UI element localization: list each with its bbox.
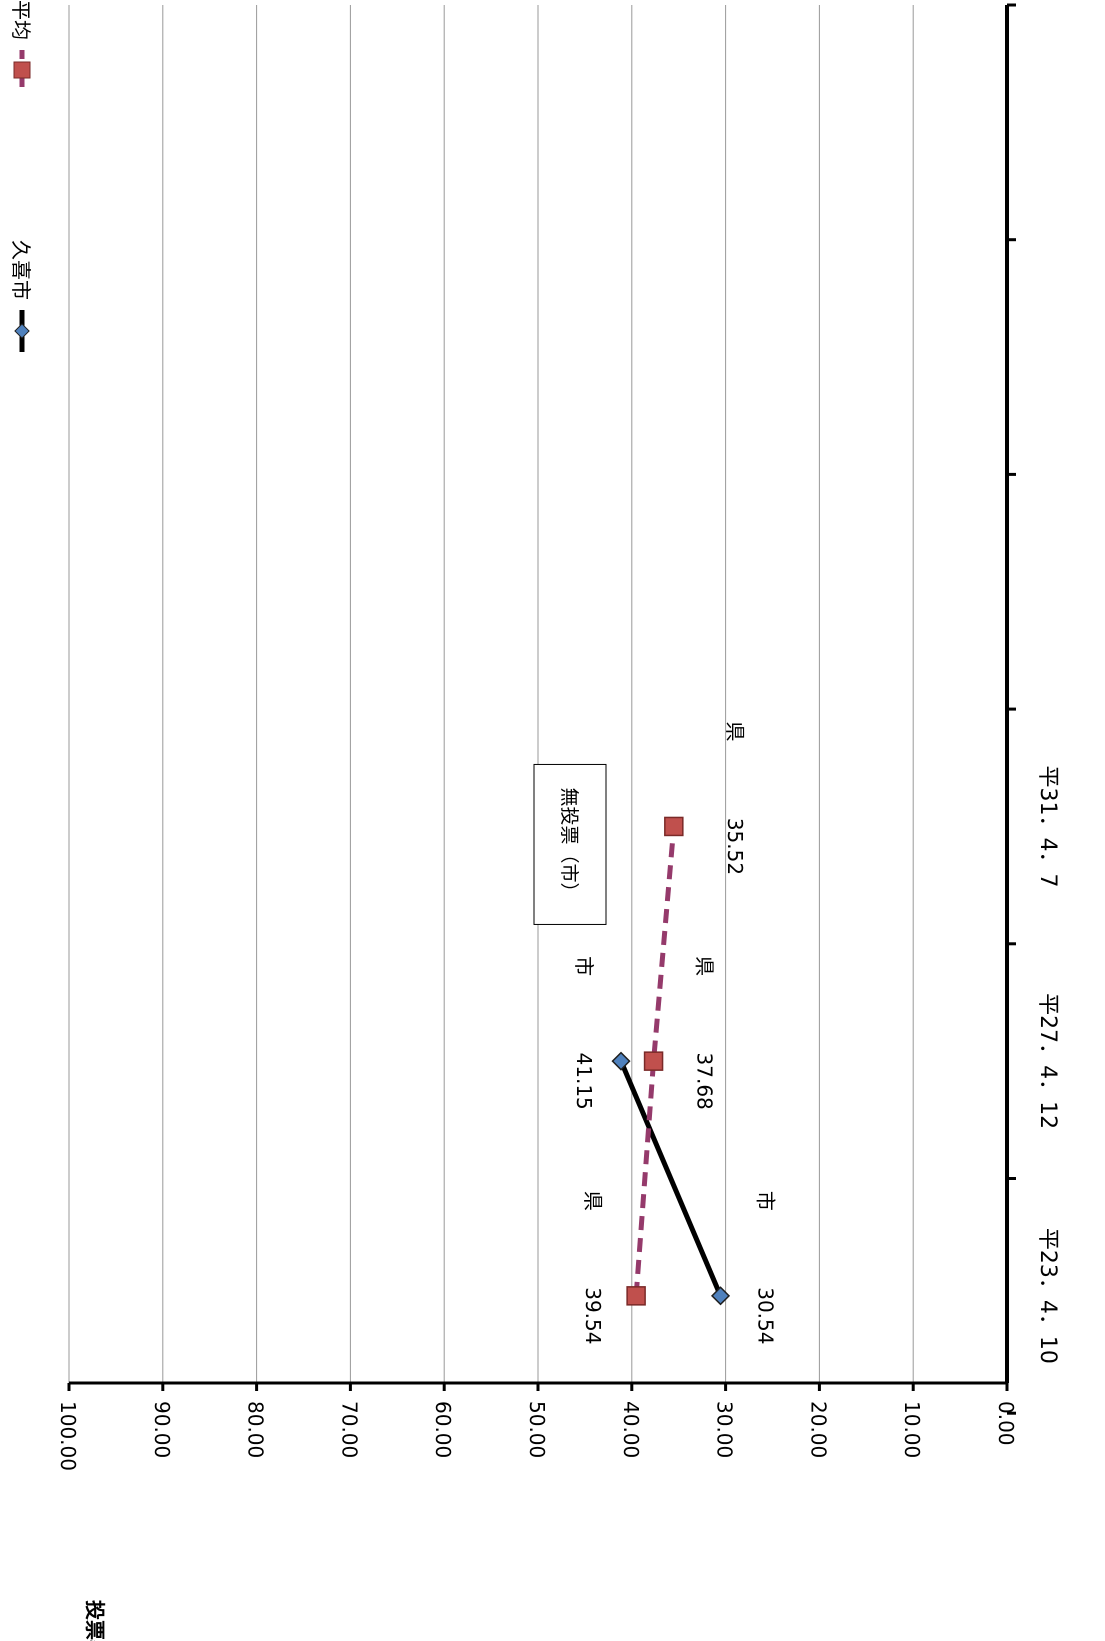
y-tick-label: 80.00	[244, 1401, 268, 1458]
data-point	[611, 1051, 631, 1071]
data-label-value: 35.52	[723, 818, 747, 875]
data-label-value: 41.15	[572, 1053, 596, 1110]
data-label-value: 37.68	[693, 1053, 717, 1110]
data-label-tag: 県	[581, 1191, 605, 1211]
y-tick-label: 10.00	[900, 1401, 924, 1458]
y-tick-label: 30.00	[713, 1401, 737, 1458]
series-line	[633, 826, 677, 1297]
data-label-tag: 市	[754, 1191, 778, 1211]
axes: 0.00 10.00 20.00 30.00 40.00 50.00 60.00 70.00 8…	[56, 3, 1060, 1471]
y-tick-label: 60.00	[431, 1401, 455, 1458]
plot-area: 0.00 10.00 20.00 30.00 40.00 50.00 60.00 70.00 8…	[56, 3, 1060, 1471]
data-point	[710, 1286, 731, 1306]
y-tick-label: 40.00	[619, 1401, 643, 1458]
y-axis-title: 投票率（%）	[83, 1600, 107, 1641]
data-point	[626, 1286, 646, 1306]
data-labels: 30.54 市 41.15 市 39.54 県 37.68 県 35.52 県	[572, 721, 778, 1344]
annotation-box	[533, 763, 607, 925]
data-point	[643, 1051, 664, 1071]
y-tick-label: 90.00	[150, 1401, 174, 1458]
y-tick-label: 20.00	[806, 1401, 830, 1458]
legend-label: 県平均	[9, 0, 33, 40]
x-tick-label: 平23．4．10	[1035, 1228, 1060, 1364]
series-layer	[611, 816, 731, 1306]
y-tick-label: 50.00	[525, 1401, 549, 1458]
x-tick-label: 平27．4．12	[1035, 993, 1060, 1129]
data-label-value: 30.54	[754, 1287, 778, 1344]
data-label-value: 39.54	[581, 1287, 605, 1344]
y-tick-label: 0.00	[994, 1401, 1018, 1446]
legend-label: 久喜市	[9, 240, 33, 300]
data-label-tag: 県	[723, 721, 747, 741]
annotations: 無投票（市）	[533, 763, 607, 925]
data-label-tag: 県	[693, 956, 717, 976]
gridlines	[68, 5, 914, 1383]
y-tick-label: 100.00	[56, 1401, 80, 1471]
data-label-tag: 市	[572, 956, 596, 976]
data-point	[664, 816, 684, 837]
annotation-text: 無投票（市）	[558, 787, 580, 901]
series-line	[618, 1060, 723, 1297]
y-tick-label: 70.00	[337, 1401, 361, 1458]
legend-marker	[14, 323, 30, 339]
legend-marker	[13, 61, 31, 79]
x-tick-label: 平31．4．7	[1035, 765, 1060, 887]
